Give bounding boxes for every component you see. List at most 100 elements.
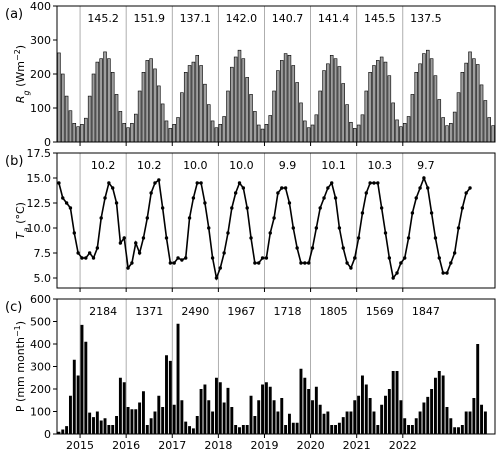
x-tick-label: 2020 [297, 439, 325, 452]
data-point [349, 266, 353, 270]
bar [418, 63, 422, 143]
data-point [114, 201, 119, 205]
x-tick-label: 2021 [343, 439, 371, 452]
bar [176, 117, 180, 143]
data-point [180, 258, 184, 262]
bar [287, 54, 292, 143]
y-tick-label: 200 [30, 383, 51, 396]
axes-frame [56, 152, 496, 289]
bar [157, 85, 161, 143]
bar [122, 382, 126, 434]
data-point [283, 186, 288, 190]
data-point [379, 206, 384, 210]
bar [183, 72, 188, 143]
bar [307, 389, 311, 434]
bar [72, 123, 77, 143]
bar [391, 371, 395, 434]
bar [422, 402, 426, 434]
x-tick-label: 2017 [158, 439, 186, 452]
bar [329, 54, 334, 143]
data-point [80, 256, 84, 260]
data-point [437, 256, 441, 260]
bar [164, 120, 169, 143]
bar [345, 104, 349, 143]
data-point [418, 186, 422, 190]
data-point [322, 196, 326, 200]
bar [253, 111, 257, 143]
data-point [230, 206, 234, 210]
bar [399, 126, 403, 143]
annual-value-label: 9.9 [279, 159, 297, 172]
bar [276, 411, 280, 434]
data-point [318, 206, 322, 210]
bar [318, 404, 322, 434]
data-point [207, 226, 211, 230]
bar [487, 117, 491, 143]
data-point [291, 226, 295, 230]
bar [91, 73, 96, 143]
bar [264, 382, 268, 434]
bar [322, 413, 326, 434]
data-point [84, 256, 88, 260]
bar [387, 389, 391, 434]
bar [84, 117, 88, 143]
annual-value-label: 1847 [412, 305, 440, 318]
bar [360, 375, 364, 434]
data-point [233, 191, 238, 195]
bar [402, 123, 407, 143]
annual-value-label: 142.0 [226, 12, 258, 25]
data-point [422, 176, 426, 180]
bar [491, 125, 495, 143]
data-point [395, 271, 399, 275]
bar [103, 51, 107, 143]
bar [295, 82, 299, 143]
panel-label: (c) [5, 300, 22, 315]
data-point [118, 241, 123, 245]
data-point [191, 196, 196, 200]
bar [57, 431, 61, 434]
y-axis-label: P (mm month−1) [13, 321, 28, 412]
x-tick-label: 2016 [112, 439, 140, 452]
bar [449, 418, 453, 434]
data-point [280, 186, 284, 190]
data-point [160, 206, 165, 210]
bar [330, 425, 334, 434]
data-point [295, 246, 299, 250]
data-point [460, 206, 465, 210]
bar [141, 72, 146, 143]
data-point [399, 261, 403, 265]
annual-value-label: 10.2 [137, 159, 162, 172]
data-point [141, 236, 146, 240]
data-point [456, 226, 461, 230]
data-point [356, 236, 361, 240]
data-point [145, 216, 149, 220]
bar [92, 417, 95, 434]
bar [214, 127, 219, 143]
bar [433, 377, 437, 434]
annual-value-label: 10.3 [367, 159, 392, 172]
data-point [210, 256, 215, 260]
data-point [199, 181, 203, 185]
bar [430, 389, 434, 434]
y-tick-label: 300 [30, 361, 51, 374]
bar [368, 398, 372, 434]
data-point [272, 216, 276, 220]
data-point [99, 216, 103, 220]
data-point [449, 261, 453, 265]
bar [456, 92, 461, 143]
data-point [299, 261, 303, 265]
bar [264, 124, 269, 143]
y-tick-label: 400 [30, 338, 51, 351]
bar [452, 111, 457, 143]
y-tick-label: 15.0 [27, 172, 52, 185]
bar [379, 56, 384, 143]
bar [272, 90, 276, 143]
data-point [164, 236, 169, 240]
bar [234, 425, 238, 434]
bar [153, 411, 157, 434]
bar [460, 72, 465, 143]
data-point [226, 231, 230, 235]
data-point [310, 246, 315, 250]
y-tick-label: 400 [30, 0, 51, 13]
